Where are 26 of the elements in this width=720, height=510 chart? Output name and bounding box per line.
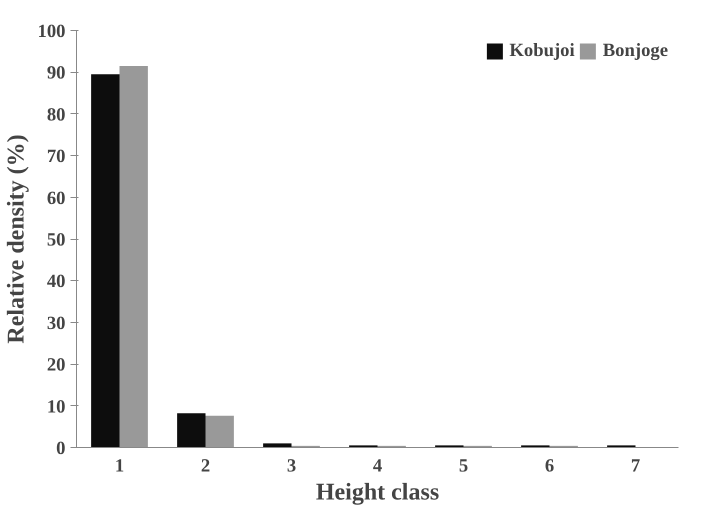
x-tick-label: 2 <box>200 456 210 476</box>
bar <box>120 66 148 448</box>
x-axis-title: Height class <box>316 480 440 506</box>
bar <box>91 74 120 448</box>
bar <box>206 416 234 448</box>
x-tick-label: 5 <box>458 456 468 476</box>
y-tick-label: 10 <box>46 396 66 418</box>
x-tick-label: 6 <box>544 456 554 476</box>
x-tick-label: 7 <box>630 456 640 476</box>
x-tick-label: 4 <box>372 456 382 476</box>
y-tick-label: 30 <box>46 312 66 334</box>
bar <box>177 413 206 448</box>
y-tick-label: 60 <box>46 188 66 209</box>
x-tick-label: 1 <box>114 456 124 476</box>
y-tick-label: 40 <box>46 271 66 292</box>
x-tick-label: 3 <box>286 456 296 476</box>
y-tick-label: 0 <box>56 438 66 459</box>
legend-label: Bonjoge <box>602 40 668 62</box>
y-tick-label: 20 <box>46 354 66 376</box>
y-tick-label: 70 <box>46 146 66 168</box>
y-axis-title: Relative density (%) <box>4 134 30 344</box>
y-tick-label: 100 <box>38 21 66 42</box>
legend-label: Kobujoi <box>509 40 575 62</box>
y-tick-label: 90 <box>46 62 66 84</box>
y-tick-label: 50 <box>46 230 66 250</box>
y-tick-label: 80 <box>46 104 66 126</box>
